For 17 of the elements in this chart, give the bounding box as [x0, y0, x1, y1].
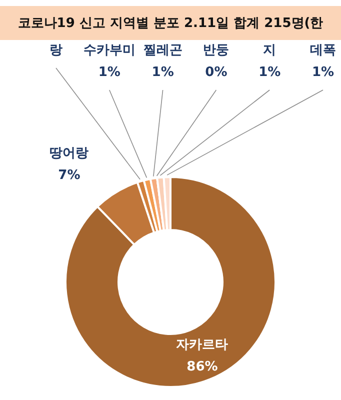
data-label: 1%	[152, 65, 174, 80]
data-label: 1%	[258, 65, 281, 80]
data-label: 7%	[58, 168, 80, 184]
data-label: 86%	[186, 359, 218, 374]
category-label: 반둥	[203, 43, 230, 58]
slice-label: 찔레곤	[143, 43, 182, 58]
slice-label: 랑	[50, 43, 62, 58]
slice-label: 데폭	[310, 43, 336, 58]
text: 0%	[205, 65, 228, 80]
data-label: 1%	[312, 65, 334, 80]
data-label: 1%	[98, 65, 120, 80]
chart-title: 코로나19 신고 지역별 분포 2.11일 합계 215명(한	[0, 6, 341, 40]
donut-slice	[96, 181, 156, 246]
slice-label: 지	[263, 43, 276, 58]
slice-label: 수카부미	[83, 43, 136, 58]
slice-label: 자카르타	[176, 337, 228, 352]
slice-label: 땅어랑	[50, 146, 89, 162]
